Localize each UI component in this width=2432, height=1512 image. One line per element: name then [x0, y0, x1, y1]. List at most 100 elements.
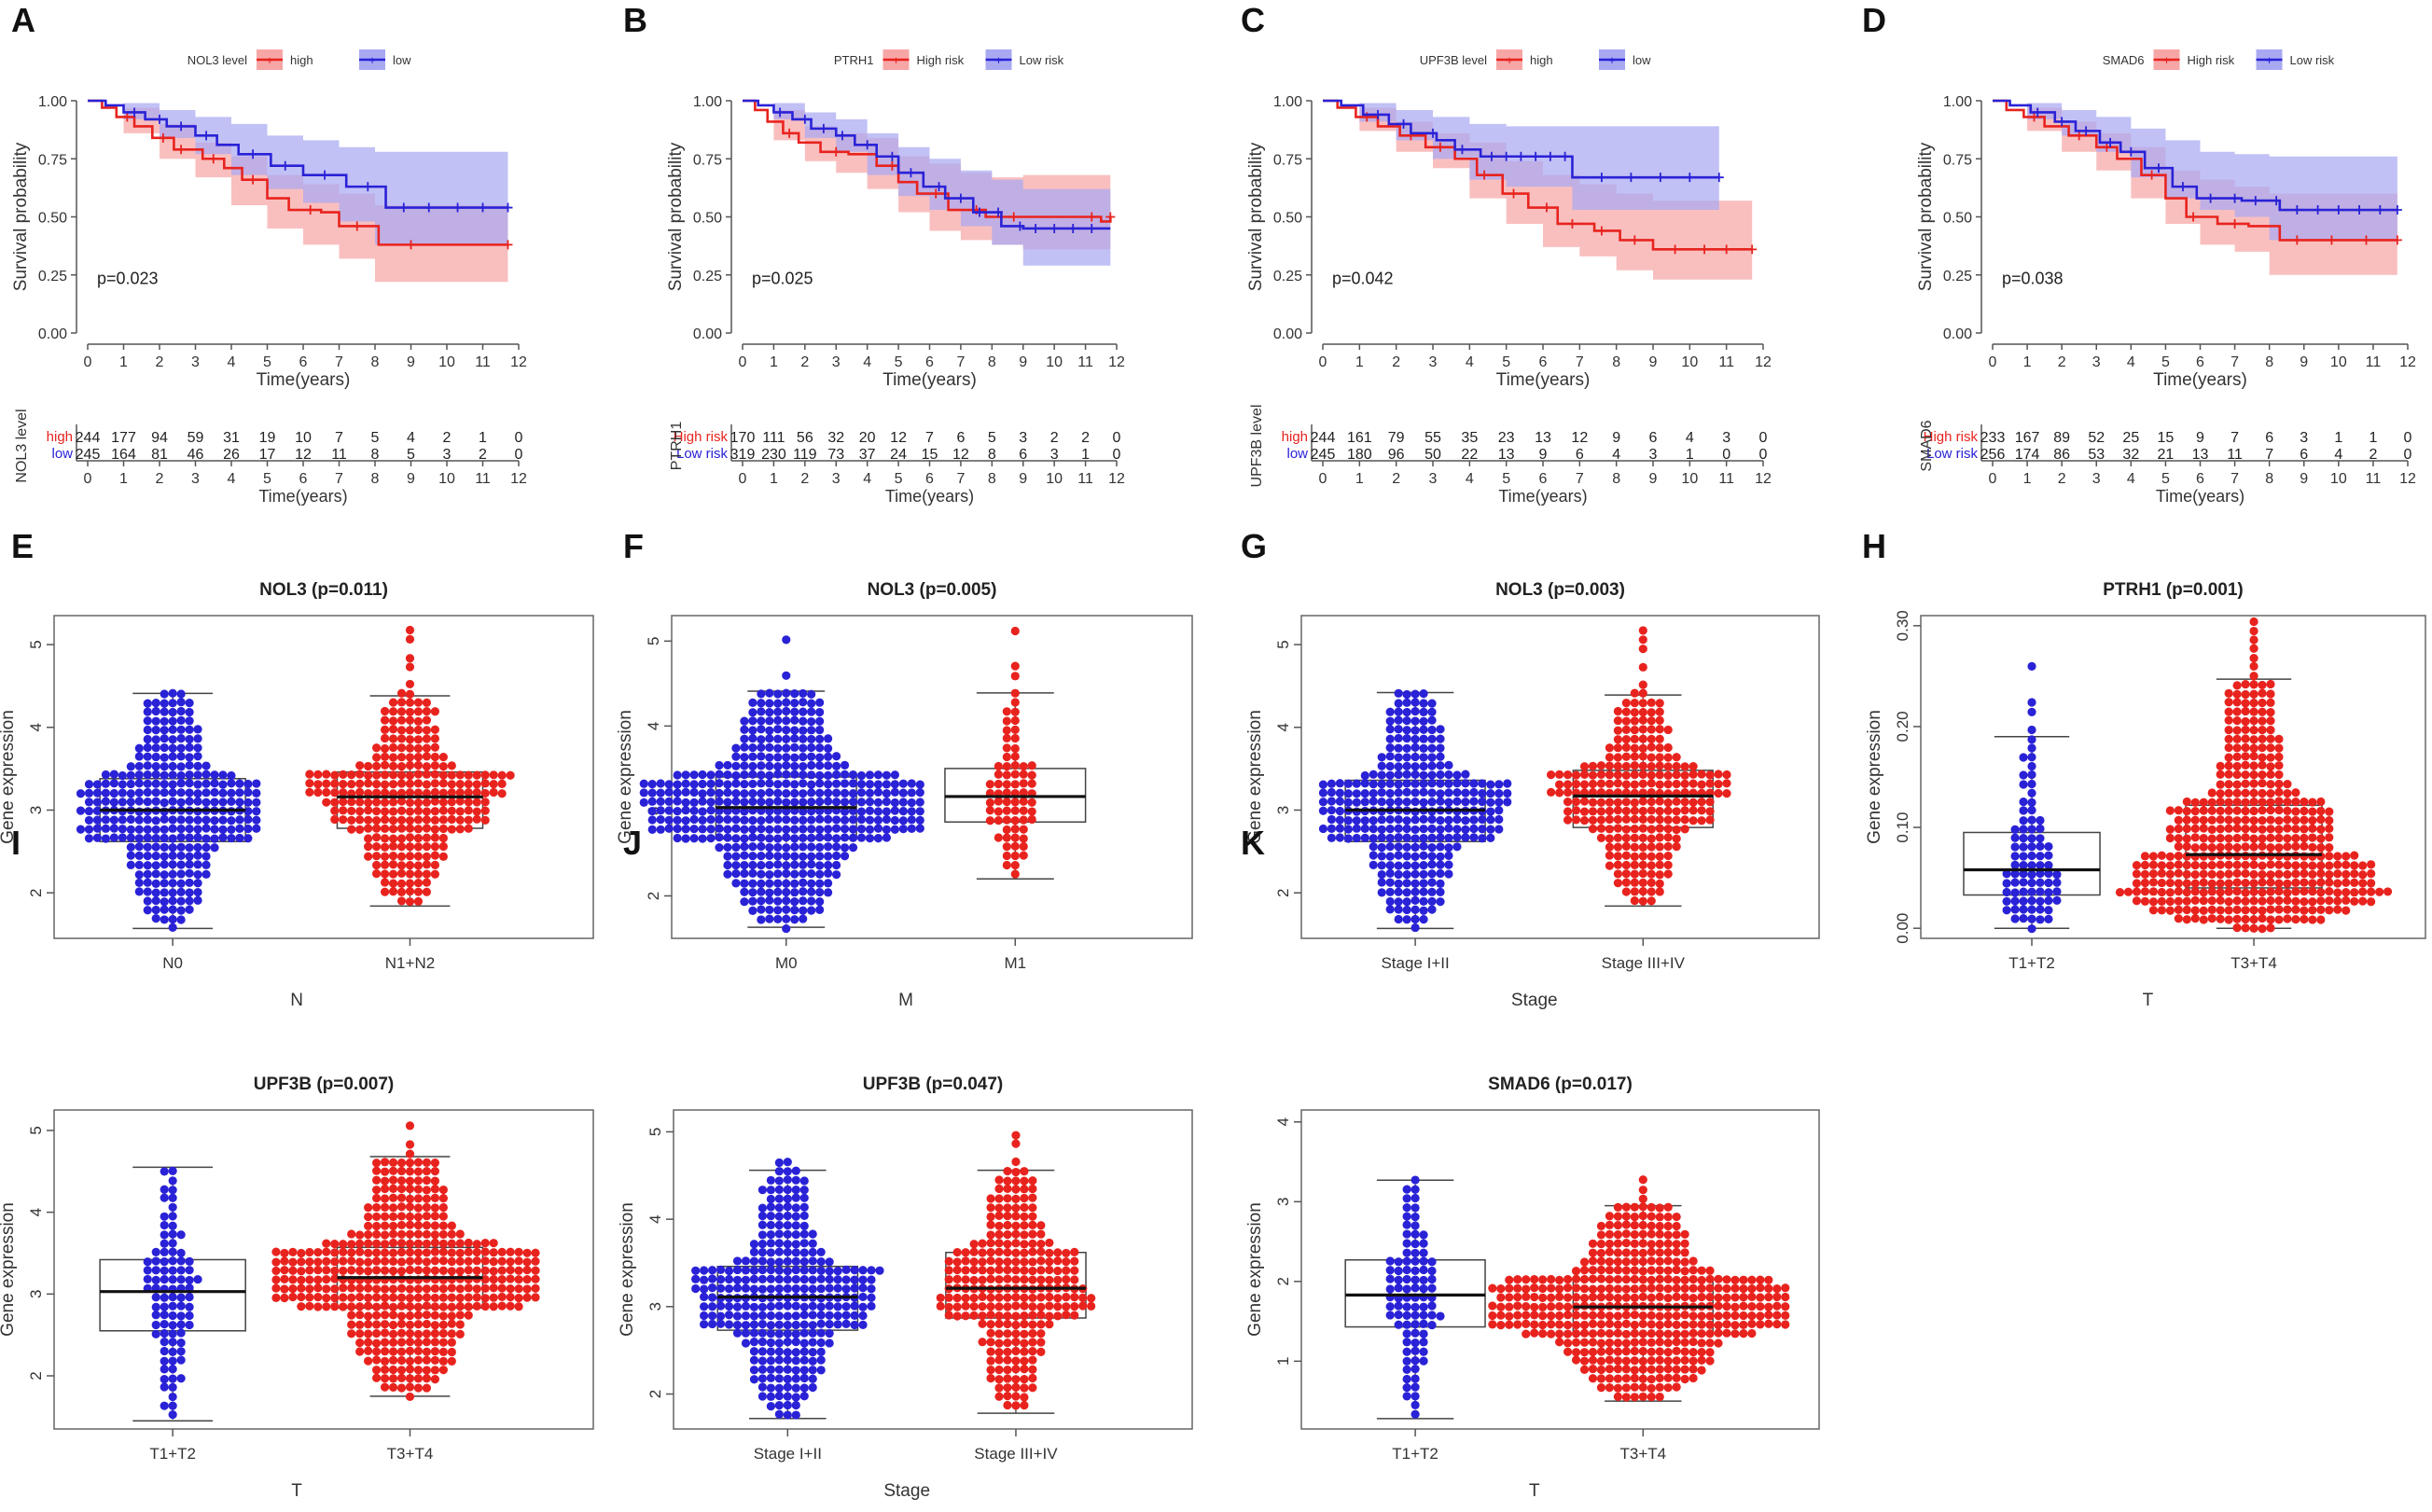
x-tick-label: 3 [191, 354, 200, 370]
data-point [2052, 887, 2062, 896]
y-tick-label: 5 [646, 1128, 664, 1136]
risk-count: 46 [188, 447, 204, 463]
data-point [1469, 833, 1479, 842]
data-point [2036, 915, 2045, 924]
data-point [1411, 1339, 1420, 1348]
y-tick-label: 2 [646, 1390, 664, 1398]
data-point [1588, 761, 1598, 770]
data-point [1630, 1239, 1639, 1248]
risk-x-tick-label: 0 [1319, 471, 1327, 487]
data-point [2241, 914, 2250, 924]
data-point [1613, 860, 1622, 869]
data-point [1028, 1373, 1037, 1383]
data-point [790, 860, 799, 869]
data-point [2199, 798, 2208, 807]
data-point [2036, 861, 2045, 870]
data-point [405, 1382, 415, 1392]
data-point [430, 1212, 439, 1221]
data-point [2283, 879, 2292, 888]
data-point [961, 1266, 970, 1275]
data-point [2300, 841, 2309, 851]
data-point [1505, 1302, 1514, 1311]
data-point [765, 860, 774, 870]
data-point [1739, 1284, 1748, 1294]
data-point [1010, 851, 1020, 861]
data-point [740, 879, 749, 888]
x-tick-label: 7 [2230, 354, 2239, 370]
data-point [339, 1302, 348, 1311]
data-point [1663, 815, 1673, 825]
data-point [2241, 706, 2250, 716]
data-point [1028, 1320, 1037, 1329]
panel-letter: E [11, 527, 34, 565]
data-point [372, 1175, 382, 1185]
data-point [1053, 1294, 1063, 1303]
data-point [1621, 761, 1631, 771]
data-point [807, 689, 816, 699]
data-point [168, 770, 177, 780]
data-point [2283, 806, 2292, 815]
data-point [2027, 861, 2036, 870]
data-point [1647, 716, 1656, 726]
data-point [782, 833, 791, 842]
data-point [2258, 869, 2267, 880]
data-point [766, 1383, 775, 1393]
data-point [740, 887, 749, 896]
data-point [1385, 1266, 1395, 1275]
data-point [413, 1185, 424, 1194]
data-point [235, 779, 244, 788]
data-point [799, 1266, 809, 1275]
data-point [151, 834, 160, 843]
data-point [825, 1283, 834, 1293]
data-point [1419, 798, 1428, 807]
data-point [422, 1202, 432, 1212]
data-point [681, 825, 690, 834]
data-point [380, 752, 390, 762]
data-point [168, 1186, 177, 1195]
x-tick-label: 10 [2330, 354, 2347, 370]
data-point [430, 1338, 439, 1347]
data-point [364, 806, 373, 815]
data-point [2308, 897, 2317, 907]
risk-count: 10 [295, 430, 312, 446]
data-point [1002, 788, 1011, 798]
data-point [1655, 1365, 1664, 1374]
data-point [1621, 1383, 1631, 1393]
censor-mark [1486, 151, 1496, 161]
data-point [1655, 1266, 1664, 1275]
data-point [2283, 815, 2292, 825]
data-point [396, 1311, 407, 1321]
data-point [664, 824, 674, 833]
data-point [723, 852, 732, 861]
data-point [438, 770, 448, 780]
data-point [380, 1320, 390, 1329]
data-point [799, 1320, 809, 1329]
data-point [741, 1275, 751, 1284]
data-point [380, 1184, 390, 1194]
data-point [2148, 860, 2159, 869]
data-point [438, 1221, 448, 1230]
data-point [1427, 869, 1437, 879]
data-point [2207, 905, 2217, 915]
data-point [210, 843, 219, 853]
data-point [986, 1248, 995, 1257]
data-point [480, 1301, 490, 1311]
data-point [2224, 698, 2233, 707]
censor-mark [1721, 244, 1731, 255]
data-point [2325, 906, 2334, 915]
x-tick-label: 0 [1319, 354, 1327, 370]
data-point [168, 860, 177, 869]
data-point [700, 1275, 709, 1284]
data-point [438, 1194, 448, 1203]
data-point [2036, 878, 2045, 887]
risk-x-tick-label: 12 [2399, 471, 2416, 487]
data-point [807, 879, 816, 888]
data-point [1621, 770, 1631, 780]
data-point [101, 815, 110, 825]
data-point [2308, 807, 2317, 816]
data-point [1011, 1176, 1021, 1186]
risk-count: 161 [1347, 430, 1372, 446]
data-point [2249, 869, 2258, 880]
data-point [1385, 798, 1395, 807]
